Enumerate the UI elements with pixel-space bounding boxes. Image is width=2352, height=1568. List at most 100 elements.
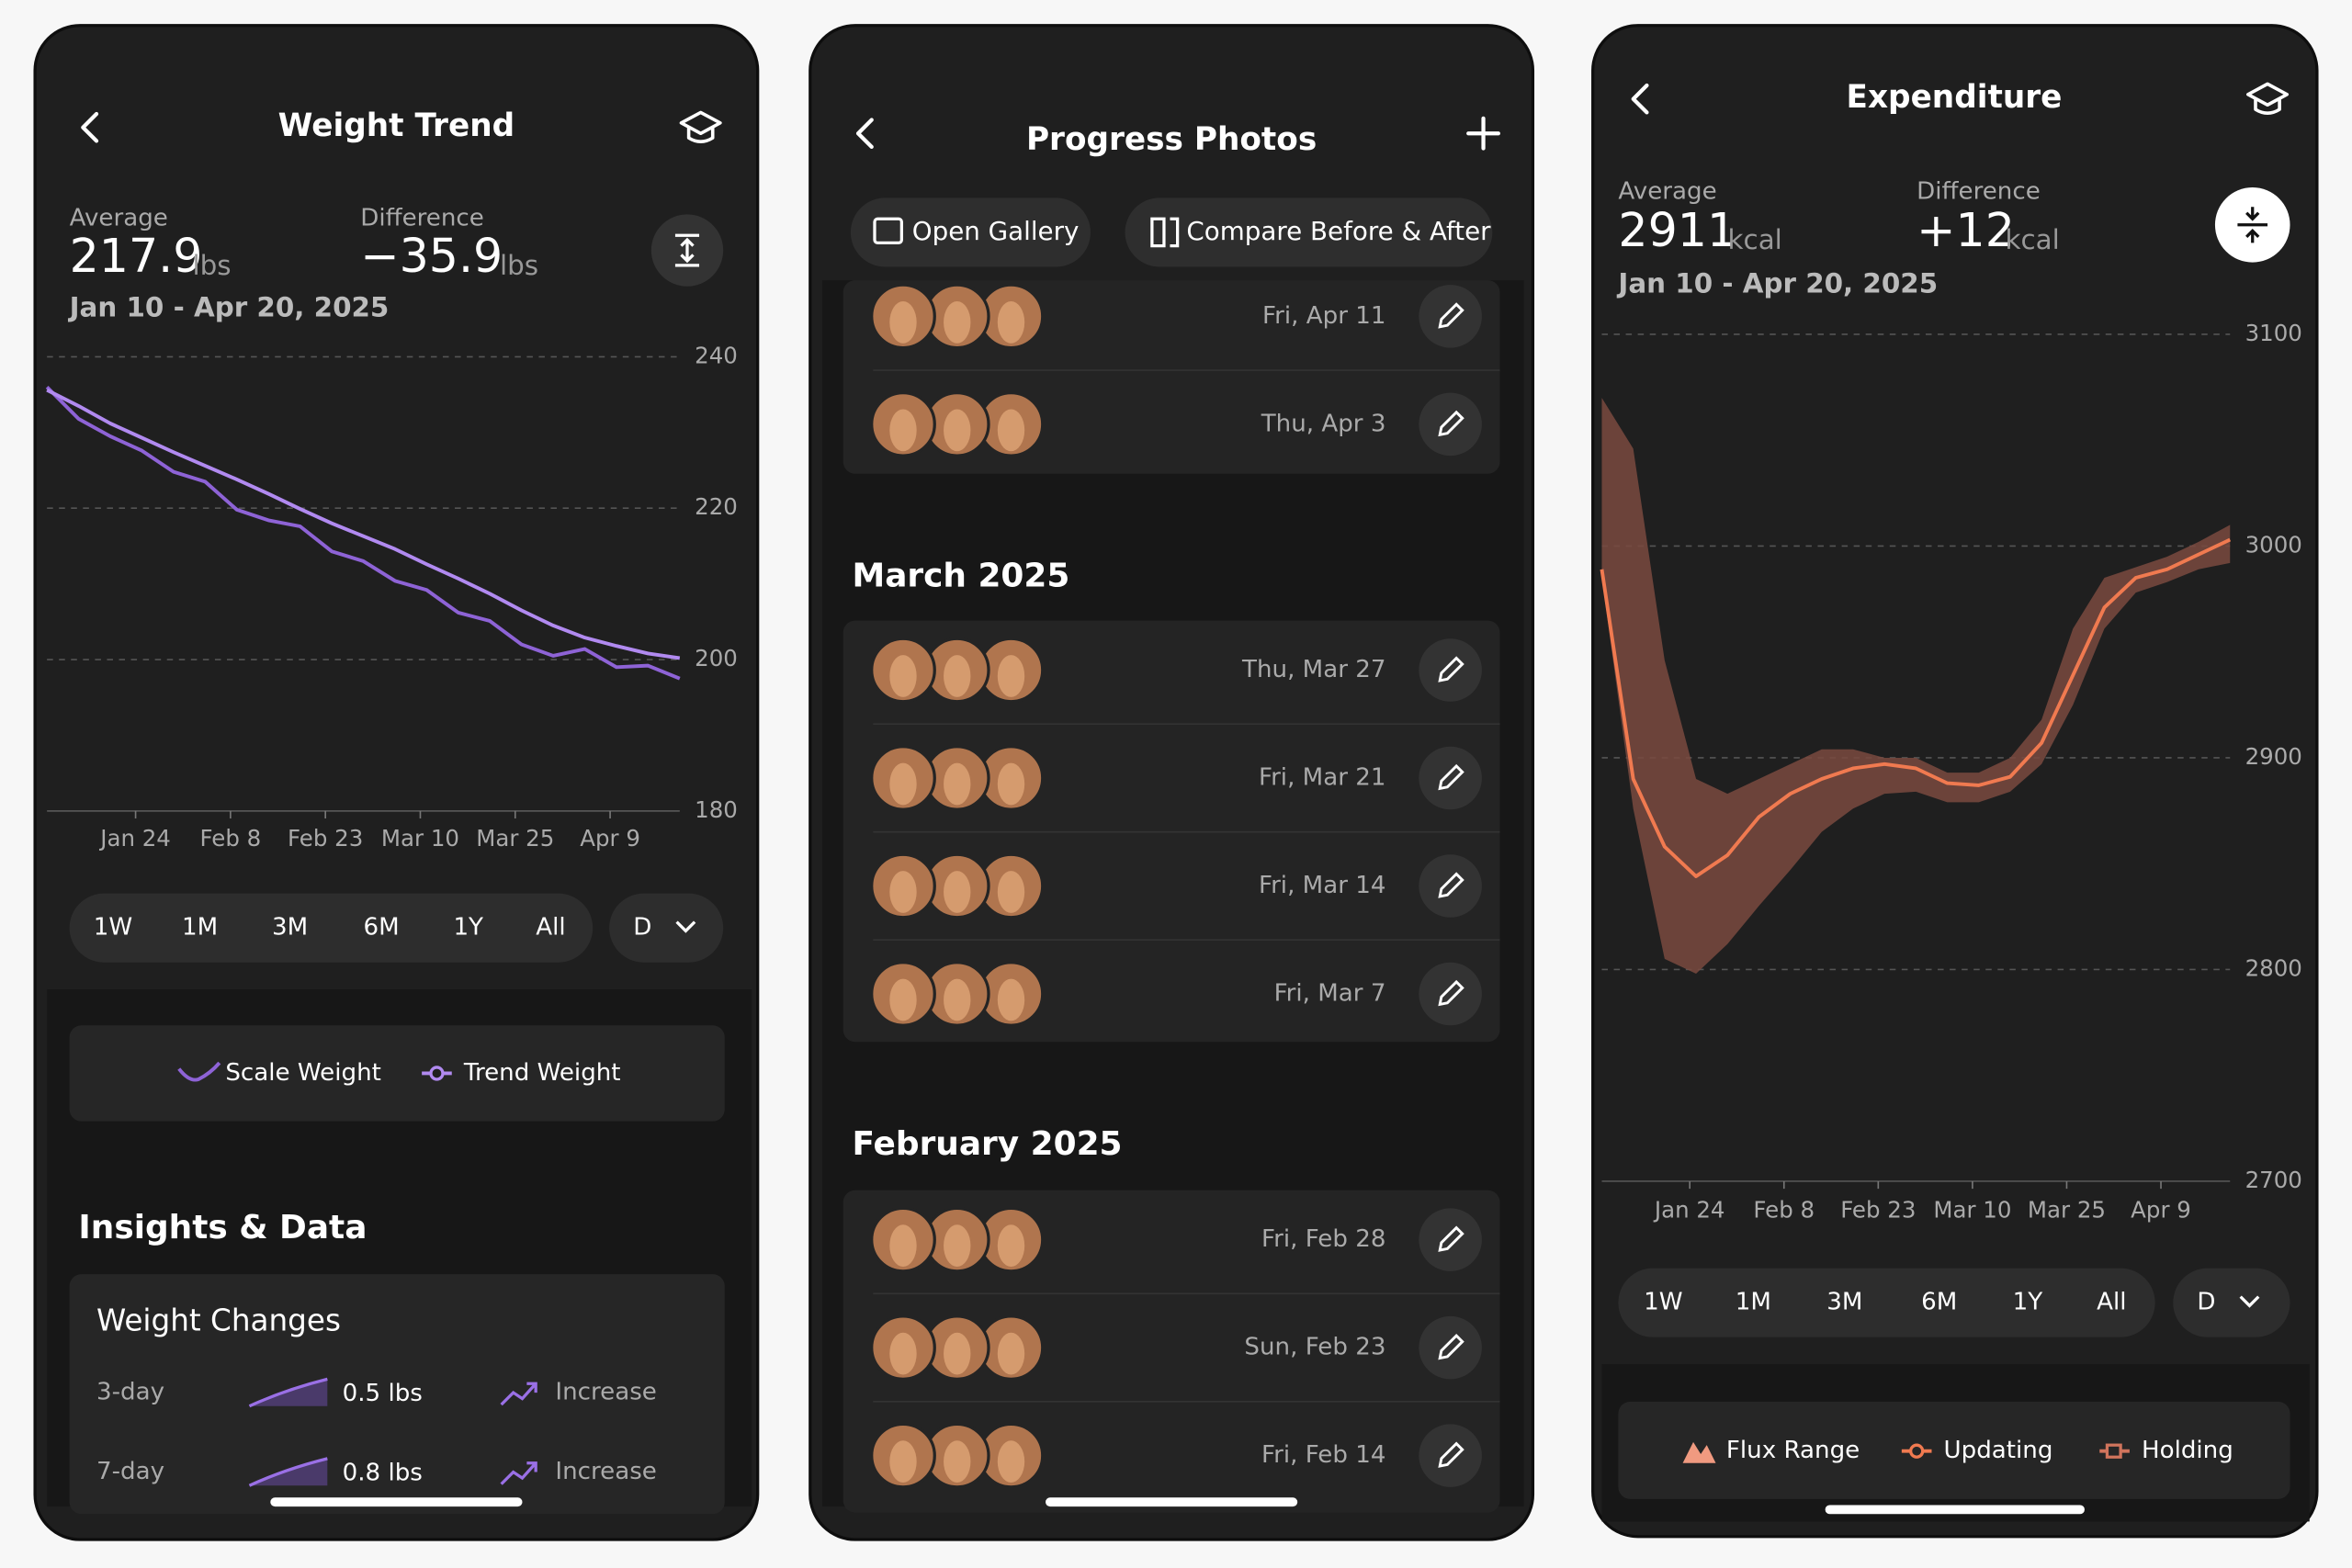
photo-figure bbox=[944, 409, 971, 452]
photo-figure bbox=[997, 1332, 1025, 1375]
edit-button[interactable] bbox=[1419, 638, 1482, 702]
legend-icon bbox=[429, 1066, 445, 1081]
photo-figure bbox=[944, 978, 971, 1021]
fit-icon bbox=[674, 233, 700, 267]
photo-figure bbox=[889, 1440, 917, 1483]
edit-button[interactable] bbox=[1419, 854, 1482, 918]
fit-icon bbox=[2237, 207, 2268, 243]
edit-icon bbox=[1438, 1333, 1464, 1360]
trend-icon bbox=[500, 1382, 537, 1406]
entry-date: Thu, Mar 27 bbox=[1241, 656, 1385, 683]
range-selector[interactable] bbox=[1618, 1268, 2155, 1337]
photo-figure bbox=[944, 1440, 971, 1483]
dropdown-icon bbox=[2239, 1295, 2260, 1308]
resolution-label: D bbox=[2197, 1289, 2215, 1316]
range-option: All bbox=[2097, 1289, 2126, 1316]
edit-button[interactable] bbox=[1419, 1208, 1482, 1271]
resolution-label: D bbox=[633, 914, 651, 942]
legend-box bbox=[1618, 1401, 2290, 1499]
legend-icon bbox=[1909, 1443, 1925, 1459]
edit-icon bbox=[1438, 410, 1464, 437]
back-button[interactable] bbox=[81, 111, 99, 143]
photo-figure bbox=[997, 978, 1025, 1021]
resolution-selector[interactable] bbox=[609, 893, 724, 963]
edit-button[interactable] bbox=[1419, 392, 1482, 457]
date-range: Jan 10 - Apr 20, 2025 bbox=[68, 292, 390, 323]
range-option: All bbox=[536, 914, 565, 942]
back-button[interactable] bbox=[855, 118, 874, 150]
gallery-icon bbox=[873, 217, 903, 245]
date-range: Jan 10 - Apr 20, 2025 bbox=[1616, 268, 1938, 299]
photo-figure bbox=[944, 1224, 971, 1267]
x-tick-label: Mar 25 bbox=[476, 825, 554, 852]
y-tick-label: 240 bbox=[695, 342, 738, 368]
info-button[interactable] bbox=[679, 110, 722, 144]
change-amount: 0.5 lbs bbox=[343, 1380, 423, 1407]
y-tick-label: 3000 bbox=[2245, 531, 2302, 558]
range-option: 1M bbox=[1736, 1289, 1771, 1316]
entry-date: Fri, Mar 7 bbox=[1274, 979, 1386, 1007]
change-direction: Increase bbox=[555, 1379, 657, 1406]
legend-label: Holding bbox=[2142, 1437, 2233, 1464]
photo-figure bbox=[944, 655, 971, 697]
x-tick-label: Jan 24 bbox=[98, 825, 171, 852]
photo-figure bbox=[944, 762, 971, 806]
compare-icon bbox=[1150, 217, 1180, 248]
home-indicator bbox=[1825, 1505, 2085, 1515]
x-tick-label: Feb 23 bbox=[288, 825, 363, 852]
gallery-button[interactable] bbox=[850, 197, 1091, 267]
home-indicator bbox=[270, 1497, 523, 1507]
dropdown-icon bbox=[675, 920, 696, 933]
x-tick-label: Jan 24 bbox=[1653, 1197, 1725, 1224]
range-selector[interactable] bbox=[69, 893, 594, 963]
edit-button[interactable] bbox=[1419, 746, 1482, 810]
edit-button[interactable] bbox=[1419, 962, 1482, 1026]
x-tick-label: Feb 8 bbox=[200, 825, 262, 852]
month-title: February 2025 bbox=[853, 1125, 1123, 1163]
entry-date: Fri, Apr 11 bbox=[1262, 302, 1385, 330]
edit-button[interactable] bbox=[1419, 285, 1482, 348]
y-tick-label: 180 bbox=[695, 796, 738, 823]
stat-value: +12 bbox=[1917, 203, 2015, 257]
photo-figure bbox=[997, 762, 1025, 806]
add-button[interactable] bbox=[1466, 116, 1500, 151]
photo-figure bbox=[889, 762, 917, 806]
edit-icon bbox=[1438, 302, 1464, 329]
change-amount: 0.8 lbs bbox=[343, 1460, 423, 1487]
photo-figure bbox=[889, 655, 917, 697]
entry-date: Fri, Feb 14 bbox=[1261, 1441, 1385, 1469]
screen-title: Weight Trend bbox=[278, 107, 514, 144]
back-button[interactable] bbox=[1631, 83, 1649, 115]
change-period: 3-day bbox=[96, 1379, 164, 1406]
photo-figure bbox=[997, 1440, 1025, 1483]
edit-icon bbox=[1438, 656, 1464, 682]
stat-value: 217.9 bbox=[70, 229, 203, 283]
legend-icon bbox=[177, 1061, 221, 1082]
legend-box bbox=[69, 1025, 725, 1122]
legend-label: Trend Weight bbox=[463, 1059, 621, 1087]
x-tick-label: Feb 23 bbox=[1840, 1197, 1916, 1224]
change-period: 7-day bbox=[96, 1458, 164, 1485]
photo-figure bbox=[889, 978, 917, 1021]
range-option: 6M bbox=[1921, 1289, 1957, 1316]
photo-figure bbox=[997, 301, 1025, 344]
screen-title: Progress Photos bbox=[1026, 121, 1317, 158]
edit-button[interactable] bbox=[1419, 1315, 1482, 1380]
resolution-selector[interactable] bbox=[2173, 1268, 2290, 1337]
x-tick-label: Feb 8 bbox=[1753, 1197, 1815, 1224]
screen-title: Expenditure bbox=[1847, 79, 2063, 116]
photo-figure bbox=[889, 409, 917, 452]
edit-icon bbox=[1438, 872, 1464, 898]
compare-button[interactable] bbox=[1125, 197, 1493, 267]
home-indicator bbox=[1046, 1497, 1298, 1507]
info-button[interactable] bbox=[2246, 82, 2290, 116]
stat-unit: kcal bbox=[1728, 224, 1782, 255]
legend-icon bbox=[1682, 1441, 1716, 1463]
edit-icon bbox=[1438, 763, 1464, 791]
y-tick-label: 2800 bbox=[2245, 954, 2302, 981]
button-label: Compare Before & After bbox=[1186, 216, 1491, 246]
x-tick-label: Mar 10 bbox=[1933, 1197, 2011, 1224]
stat-label: Difference bbox=[360, 205, 484, 232]
edit-button[interactable] bbox=[1419, 1424, 1482, 1487]
